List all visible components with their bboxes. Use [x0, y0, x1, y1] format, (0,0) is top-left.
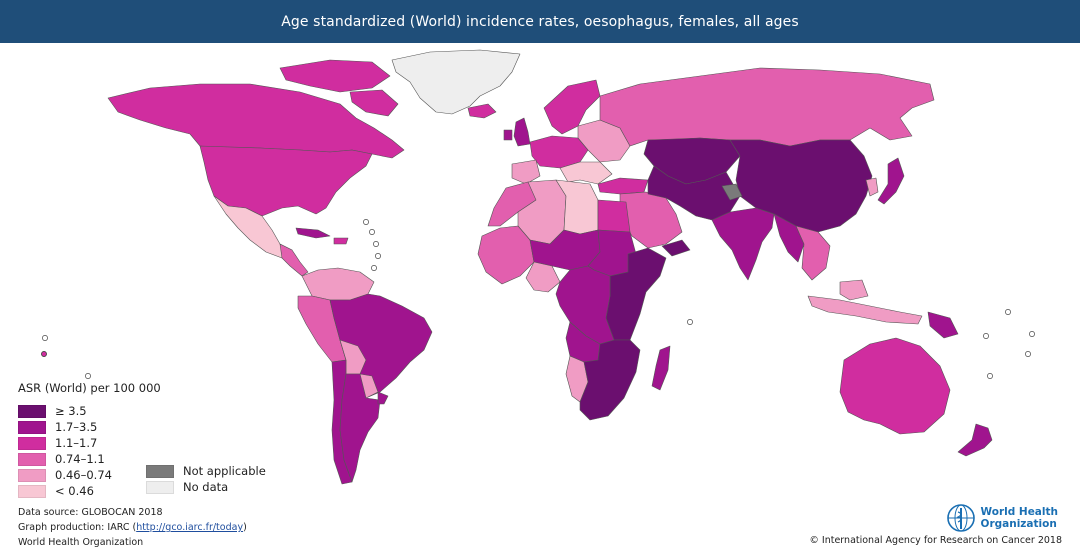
region-nigeria: [525, 261, 561, 293]
region-australia: [839, 337, 951, 435]
legend-label: 1.7–3.5: [55, 420, 98, 434]
map-title: Age standardized (World) incidence rates…: [281, 13, 799, 30]
island-marker: [983, 333, 989, 339]
region-canada-islands: [279, 59, 391, 93]
island-marker: [369, 229, 375, 235]
region-southeast-asia: [795, 225, 831, 281]
region-korea: [865, 177, 879, 197]
island-marker: [373, 241, 379, 247]
legend-row: No data: [146, 479, 266, 495]
who-line2: Organization: [980, 518, 1057, 530]
graph-production-suffix: ): [243, 522, 247, 533]
island-marker: [1029, 331, 1035, 337]
region-new-zealand: [957, 423, 993, 457]
island-marker: [363, 219, 369, 225]
island-marker: [987, 373, 993, 379]
legend-label: Not applicable: [183, 464, 266, 478]
region-yemen: [661, 239, 691, 257]
legend-swatch: [18, 484, 46, 498]
island-marker: [687, 319, 693, 325]
region-uruguay: [377, 391, 389, 405]
region-japan: [877, 157, 905, 205]
legend: ASR (World) per 100 000 ≥ 3.5 1.7–3.5 1.…: [18, 381, 161, 499]
legend-swatch: [18, 452, 46, 466]
footer-credits: Data source: GLOBOCAN 2018 Graph product…: [18, 505, 247, 550]
organization: World Health Organization: [18, 537, 144, 548]
legend-row: 0.46–0.74: [18, 467, 161, 483]
legend-label: ≥ 3.5: [55, 404, 87, 418]
map-title-bar: Age standardized (World) incidence rates…: [0, 0, 1080, 43]
legend-row: 0.74–1.1: [18, 451, 161, 467]
graph-production-prefix: Graph production: IARC (: [18, 522, 137, 533]
region-argentina: [339, 373, 381, 483]
island-marker: [1005, 309, 1011, 315]
island-marker: [371, 265, 377, 271]
region-iceland: [467, 103, 497, 119]
data-source: Data source: GLOBOCAN 2018: [18, 507, 163, 518]
region-baffin: [349, 89, 399, 117]
region-turkey: [597, 177, 649, 195]
iarc-link[interactable]: http://gco.iarc.fr/today: [136, 522, 244, 533]
legend-swatch-not-applicable: [146, 464, 174, 478]
legend-swatch-no-data: [146, 480, 174, 494]
region-scandinavia: [543, 79, 601, 135]
legend-row: 1.1–1.7: [18, 435, 161, 451]
who-logo: World Health Organization: [946, 503, 1058, 533]
graph-production: Graph production: IARC (http://gco.iarc.…: [18, 520, 247, 535]
legend-row: Not applicable: [146, 463, 266, 479]
region-borneo: [839, 279, 869, 301]
legend-label: No data: [183, 480, 229, 494]
island-marker-filled: [41, 351, 47, 357]
region-png: [927, 311, 959, 339]
legend-label: 0.46–0.74: [55, 468, 112, 482]
who-emblem-icon: [946, 504, 975, 532]
region-madagascar: [651, 345, 671, 391]
world-choropleth-map: [41, 49, 1035, 485]
region-cuba: [295, 227, 331, 239]
island-marker: [375, 253, 381, 259]
legend-swatch: [18, 436, 46, 450]
region-ireland: [503, 129, 513, 141]
region-greenland: [391, 49, 521, 115]
region-central-america: [279, 243, 309, 277]
legend-label: < 0.46: [55, 484, 94, 498]
region-iberia: [511, 159, 541, 185]
legend-row: 1.7–3.5: [18, 419, 161, 435]
region-west-africa: [477, 225, 535, 285]
legend-row: ≥ 3.5: [18, 403, 161, 419]
legend-label: 1.1–1.7: [55, 436, 98, 450]
region-colombia-venezuela: [301, 267, 375, 301]
region-kashmir: [721, 183, 743, 201]
island-marker: [1025, 351, 1031, 357]
region-russia: [599, 67, 935, 147]
region-egypt: [597, 199, 631, 233]
legend-extra: Not applicable No data: [146, 463, 266, 495]
island-marker: [42, 335, 48, 341]
legend-swatch: [18, 468, 46, 482]
region-central-africa: [555, 265, 615, 345]
region-uk: [513, 117, 531, 147]
legend-title: ASR (World) per 100 000: [18, 381, 161, 395]
region-hispaniola: [333, 237, 349, 245]
legend-row: < 0.46: [18, 483, 161, 499]
legend-label: 0.74–1.1: [55, 452, 105, 466]
copyright: © International Agency for Research on C…: [809, 535, 1062, 546]
legend-swatch: [18, 420, 46, 434]
legend-swatch: [18, 404, 46, 418]
region-india: [711, 207, 775, 281]
region-indonesia: [807, 295, 923, 325]
who-line1: World Health: [980, 506, 1058, 518]
island-marker: [85, 373, 91, 379]
region-southern-africa: [579, 339, 641, 421]
